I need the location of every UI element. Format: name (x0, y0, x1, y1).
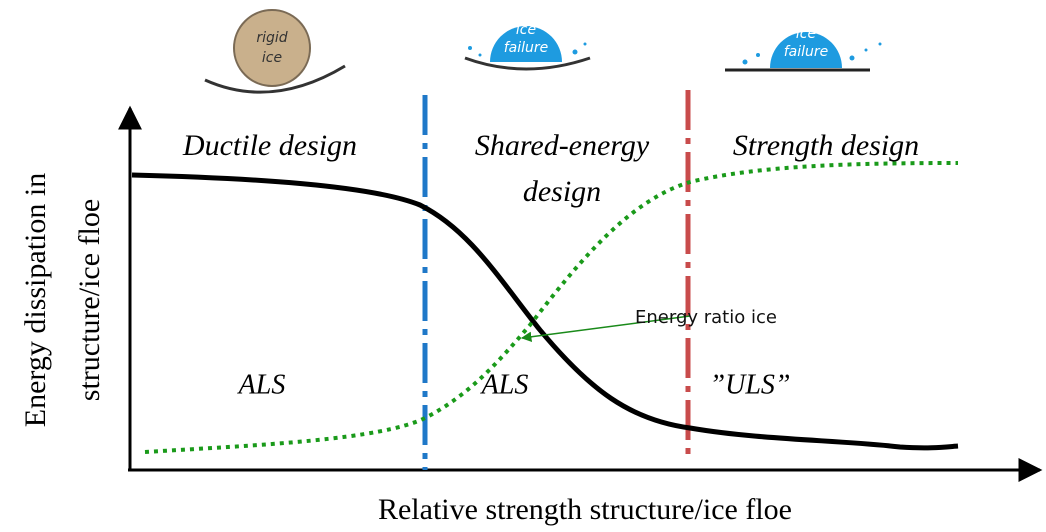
region-title: Strength design (733, 129, 919, 162)
annotation-arrow (520, 315, 691, 342)
icon-label: ice (796, 26, 816, 42)
icon-rigid-ice: rigid ice (204, 9, 346, 94)
icon-label: ice (516, 22, 536, 38)
energy-ice-curve (144, 161, 959, 454)
annotation: Energy ratio ice (635, 307, 777, 328)
limit-state: ”ULS” (710, 369, 791, 400)
y-axis-label: structure/ice floe (73, 199, 106, 401)
icon-label: rigid (256, 30, 287, 46)
y-axis-label: Energy dissipation in (19, 173, 52, 427)
icon-label: failure (504, 40, 549, 56)
icon-ice-failure: ice failure (464, 22, 591, 71)
icon-label: failure (784, 44, 829, 60)
icon-ice-failure: ice failure (725, 26, 882, 72)
x-axis-label: Relative strength structure/ice floe (378, 493, 792, 526)
energy-structure-curve (131, 172, 959, 451)
limit-state: ALS (480, 369, 529, 400)
region-title: Ductile design (182, 129, 357, 162)
region-title: Shared-energy (475, 129, 650, 162)
icon-label: ice (262, 50, 282, 66)
region-title: design (523, 175, 601, 208)
limit-state: ALS (237, 369, 286, 400)
